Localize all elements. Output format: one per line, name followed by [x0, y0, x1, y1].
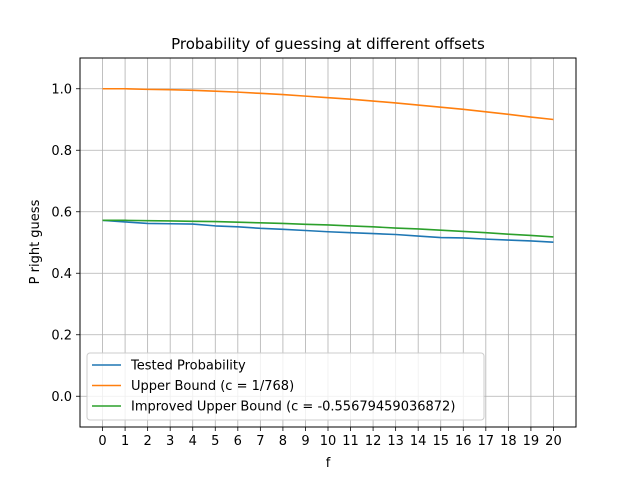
y-tick-label: 0.8: [51, 144, 72, 159]
x-tick-label: 19: [523, 434, 540, 449]
x-tick-label: 1: [121, 434, 129, 449]
x-tick-label: 0: [98, 434, 106, 449]
x-axis-label: f: [326, 456, 331, 471]
x-tick-label: 18: [500, 434, 517, 449]
x-tick-label: 9: [301, 434, 309, 449]
series-line-2: [102, 219, 554, 238]
x-tick-label: 20: [545, 434, 562, 449]
series-line-1: [102, 87, 554, 121]
y-tick-label: 0.0: [51, 390, 72, 405]
x-tick-label: 12: [365, 434, 382, 449]
x-tick-label: 11: [342, 434, 359, 449]
series-lines: [102, 87, 554, 243]
y-tick-label: 1.0: [51, 82, 72, 97]
y-tick-label: 0.6: [51, 205, 72, 220]
chart-title: Probability of guessing at different off…: [171, 35, 485, 53]
legend-label-2: Improved Upper Bound (c = -0.55679459036…: [131, 400, 455, 415]
x-tick-label: 16: [455, 434, 472, 449]
x-tick-label: 3: [166, 434, 174, 449]
x-tick-label: 4: [189, 434, 197, 449]
x-tick-label: 15: [432, 434, 449, 449]
legend-box: [86, 352, 485, 421]
series-line-0: [102, 219, 554, 243]
x-tick-label: 6: [234, 434, 242, 449]
y-axis-ticks: 0.0 0.2 0.4 0.6 0.8 1.0: [51, 82, 80, 405]
legend-label-1: Upper Bound (c = 1/768): [131, 379, 294, 394]
x-axis-ticks: 0 1 2 3 4 5 6 7 8 9 10 11 12 13 14 15 16 17 18 19 20: [98, 427, 562, 449]
x-tick-label: 7: [256, 434, 264, 449]
y-tick-label: 0.2: [51, 328, 72, 343]
x-tick-label: 13: [387, 434, 404, 449]
y-tick-label: 0.4: [51, 267, 72, 282]
x-tick-label: 8: [279, 434, 287, 449]
x-tick-label: 17: [478, 434, 495, 449]
x-tick-label: 10: [320, 434, 337, 449]
y-axis-label: P right guess: [28, 199, 43, 284]
x-tick-label: 5: [211, 434, 219, 449]
x-tick-label: 14: [410, 434, 427, 449]
legend-label-0: Tested Probability: [130, 359, 246, 374]
legend: Tested Probability Upper Bound (c = 1/768…: [86, 352, 485, 421]
x-tick-label: 2: [143, 434, 151, 449]
